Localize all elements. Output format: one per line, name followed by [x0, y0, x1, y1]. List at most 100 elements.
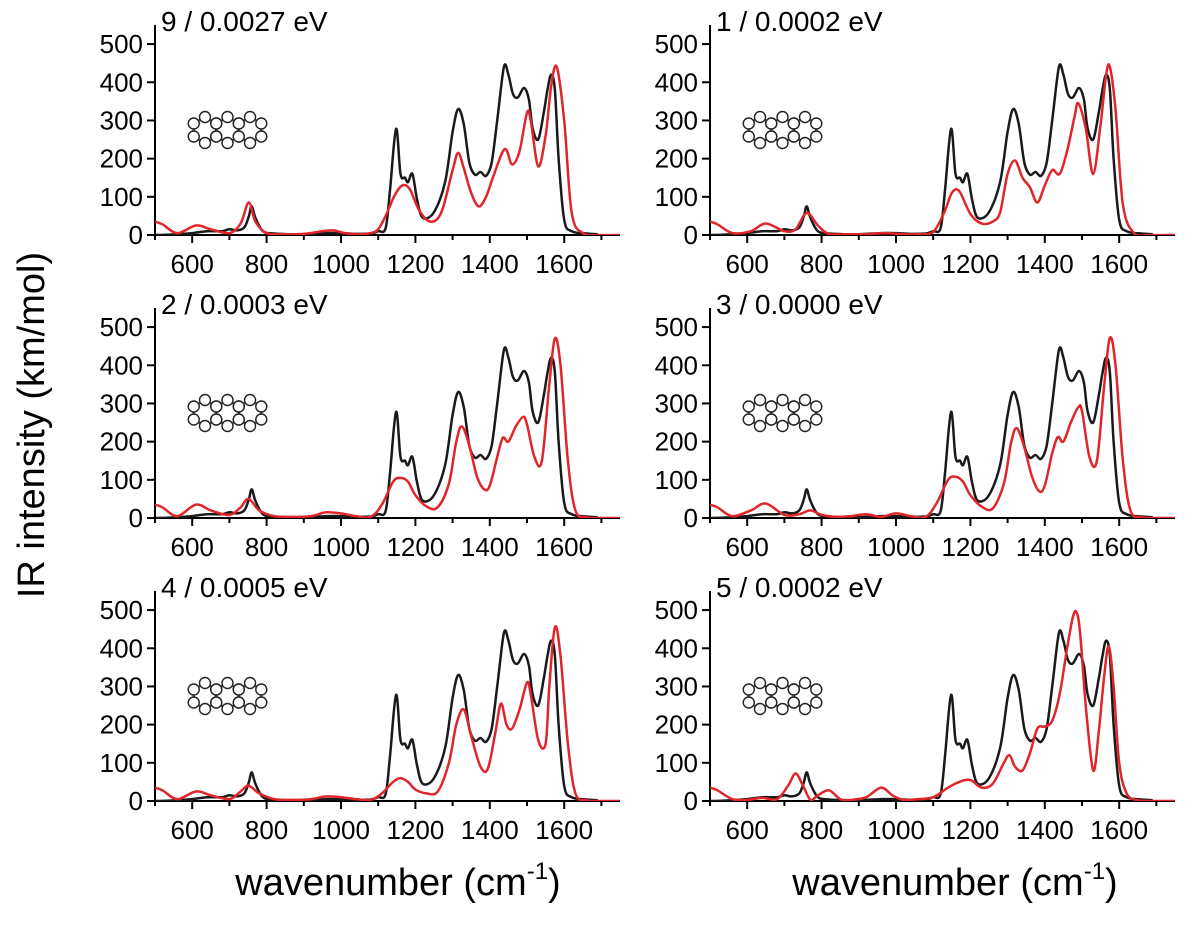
x-tick-label: 1600	[1090, 532, 1148, 562]
x-tick-label: 600	[726, 532, 769, 562]
molecule-atom	[255, 130, 268, 143]
molecule-atom	[798, 110, 812, 124]
molecule-atom	[232, 413, 245, 426]
molecule-atom	[787, 413, 800, 426]
molecule-atom	[210, 117, 223, 130]
y-tick-label: 500	[100, 29, 143, 59]
molecule-atom	[798, 136, 812, 150]
molecule-atom	[742, 400, 755, 413]
y-tick-label: 0	[129, 786, 143, 816]
molecule-atom	[765, 413, 778, 426]
experiment-series-line	[710, 629, 1153, 801]
molecule-atom	[255, 696, 268, 709]
x-tick-label: 1600	[1090, 815, 1148, 845]
molecule-atom	[742, 413, 755, 426]
panel-label: 5 / 0.0002 eV	[716, 572, 883, 603]
molecule-atom	[787, 400, 800, 413]
y-tick-label: 100	[100, 748, 143, 778]
molecule-atom	[742, 696, 755, 709]
molecule-atom	[255, 400, 268, 413]
x-tick-label: 1000	[312, 532, 370, 562]
molecule-atom	[798, 676, 812, 690]
molecule-atom	[753, 393, 767, 407]
computed-series-line	[155, 64, 620, 235]
x-tick-label: 1200	[386, 532, 444, 562]
molecule-atom	[787, 117, 800, 130]
molecule-atom	[776, 419, 789, 433]
x-axis-title-main: wavenumber (cm	[791, 862, 1083, 904]
molecule-atom	[810, 413, 823, 426]
molecule-atom	[798, 702, 812, 716]
x-axis-title-left: wavenumber (cm-1)	[234, 858, 560, 904]
molecule-atom	[187, 696, 200, 709]
x-axis-title-end: )	[548, 862, 561, 904]
molecule-atom	[776, 136, 789, 150]
molecule-atom	[255, 413, 268, 426]
molecule-atom	[243, 110, 257, 124]
x-tick-label: 800	[245, 532, 288, 562]
molecule-atom	[210, 130, 223, 143]
x-tick-label: 1000	[867, 249, 925, 279]
panel-label: 3 / 0.0000 eV	[716, 289, 883, 320]
x-tick-label: 1000	[312, 249, 370, 279]
panel: 0 100 200 300 400 500 600 800 1000 1200 1400 1600 2 …	[100, 289, 620, 562]
y-tick-label: 200	[655, 427, 698, 457]
molecule-atom	[221, 676, 234, 690]
molecule-atom	[198, 110, 212, 124]
experiment-series-line	[155, 63, 598, 235]
molecule-atom	[243, 136, 257, 150]
molecule-atom	[810, 696, 823, 709]
x-tick-label: 1400	[1016, 249, 1074, 279]
molecule-atom	[210, 683, 223, 696]
y-tick-label: 300	[655, 388, 698, 418]
molecule-atom	[221, 136, 234, 150]
x-tick-label: 800	[800, 249, 843, 279]
x-tick-label: 1600	[535, 532, 593, 562]
molecule-atom	[753, 110, 767, 124]
molecule-atom	[243, 393, 257, 407]
panel: 0 100 200 300 400 500 600 800 1000 1200 1400 1600 1 …	[655, 6, 1175, 279]
y-tick-label: 300	[100, 105, 143, 135]
molecule-atom	[765, 696, 778, 709]
y-tick-label: 100	[655, 182, 698, 212]
molecule-atom	[742, 683, 755, 696]
molecule-atom	[810, 400, 823, 413]
y-tick-label: 0	[129, 503, 143, 533]
molecule-atom	[753, 702, 767, 716]
x-tick-label: 600	[726, 815, 769, 845]
molecule-atom	[232, 130, 245, 143]
molecule-atom	[198, 419, 212, 433]
molecule-atom	[187, 683, 200, 696]
computed-series-line	[155, 336, 620, 518]
y-tick-label: 300	[655, 105, 698, 135]
molecule-atom	[243, 702, 257, 716]
molecule-atom	[765, 117, 778, 130]
molecule-atom	[753, 136, 767, 150]
y-axis-title: IR intensity (km/mol)	[11, 252, 53, 598]
x-axis-title-right: wavenumber (cm-1)	[791, 858, 1117, 904]
x-tick-label: 1400	[461, 249, 519, 279]
y-tick-label: 400	[100, 633, 143, 663]
molecule-atom	[198, 676, 212, 690]
panel-label: 1 / 0.0002 eV	[716, 6, 883, 37]
x-tick-label: 1200	[941, 532, 999, 562]
molecule-atom	[243, 676, 257, 690]
molecule-atom	[232, 117, 245, 130]
y-tick-label: 200	[100, 427, 143, 457]
x-tick-label: 800	[800, 532, 843, 562]
molecule-atom	[765, 683, 778, 696]
y-tick-label: 100	[100, 182, 143, 212]
molecule-atom	[255, 117, 268, 130]
molecule-atom	[232, 400, 245, 413]
molecule-atom	[765, 130, 778, 143]
molecule-atom	[187, 413, 200, 426]
molecule-atom	[810, 683, 823, 696]
x-tick-label: 600	[171, 815, 214, 845]
molecule-atom	[221, 110, 234, 124]
experiment-series-line	[710, 63, 1153, 235]
x-tick-label: 1000	[867, 815, 925, 845]
y-tick-label: 300	[655, 671, 698, 701]
x-axis-title-main: wavenumber (cm	[234, 862, 526, 904]
